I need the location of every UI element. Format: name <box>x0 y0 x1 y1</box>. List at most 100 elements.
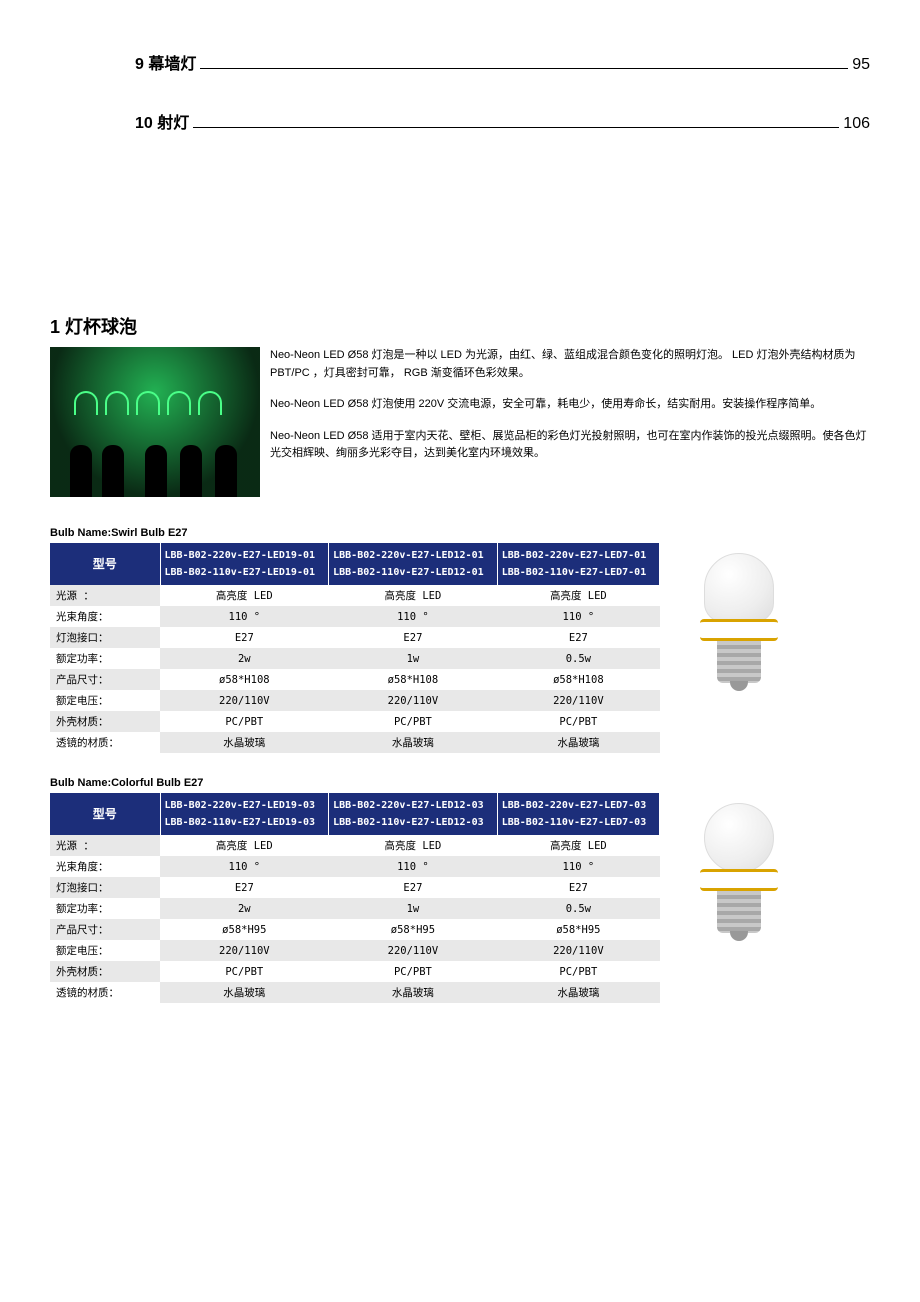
spec-cell: 110 ° <box>329 606 498 627</box>
table-row: 外壳材质：PC/PBTPC/PBTPC/PBT <box>50 711 660 732</box>
row-label: 光源 ： <box>50 835 160 856</box>
toc-leader <box>200 68 848 69</box>
table-row: 光束角度：110 °110 °110 ° <box>50 606 660 627</box>
table-header-model-code: LBB-B02-220v-E27-LED19-01LBB-B02-110v-E2… <box>160 543 329 585</box>
spec-cell: PC/PBT <box>160 711 329 732</box>
spec-cell: ø58*H95 <box>329 919 498 940</box>
table-row: 灯泡接口：E27E27E27 <box>50 627 660 648</box>
table-header-model: 型号 <box>50 543 160 585</box>
spec-cell: E27 <box>160 627 329 648</box>
table-header-model-code: LBB-B02-220v-E27-LED19-03LBB-B02-110v-E2… <box>160 793 329 835</box>
table-row: 透镜的材质：水晶玻璃水晶玻璃水晶玻璃 <box>50 982 660 1003</box>
intro-text: Neo-Neon LED Ø58 灯泡是一种以 LED 为光源，由红、绿、蓝组成… <box>270 347 870 497</box>
spec-cell: E27 <box>497 877 659 898</box>
spec-cell: E27 <box>329 627 498 648</box>
toc-page: 95 <box>852 56 870 74</box>
row-label: 额定电压： <box>50 690 160 711</box>
table-wrap: 型号LBB-B02-220v-E27-LED19-03LBB-B02-110v-… <box>50 793 870 1003</box>
spec-cell: 2w <box>160 648 329 669</box>
spec-cell: PC/PBT <box>497 961 659 982</box>
spec-cell: 220/110V <box>329 940 498 961</box>
table-header-model: 型号 <box>50 793 160 835</box>
spec-cell: 110 ° <box>329 856 498 877</box>
spec-cell: 0.5w <box>497 898 659 919</box>
spec-cell: 220/110V <box>160 940 329 961</box>
intro-paragraph: Neo-Neon LED Ø58 灯泡使用 220V 交流电源，安全可靠，耗电少… <box>270 396 870 414</box>
spec-cell: 水晶玻璃 <box>160 982 329 1003</box>
spec-cell: 0.5w <box>497 648 659 669</box>
row-label: 光源 ： <box>50 585 160 606</box>
spec-cell: ø58*H108 <box>329 669 498 690</box>
row-label: 外壳材质： <box>50 961 160 982</box>
spec-cell: PC/PBT <box>160 961 329 982</box>
spec-table: 型号LBB-B02-220v-E27-LED19-03LBB-B02-110v-… <box>50 793 660 1003</box>
table-row: 额定电压：220/110V220/110V220/110V <box>50 940 660 961</box>
bulb-title: Bulb Name:Swirl Bulb E27 <box>50 527 870 539</box>
table-header-model-code: LBB-B02-220v-E27-LED12-01LBB-B02-110v-E2… <box>329 543 498 585</box>
spec-cell: E27 <box>160 877 329 898</box>
spec-cell: 高亮度 LED <box>160 835 329 856</box>
intro-paragraph: Neo-Neon LED Ø58 适用于室内天花、壁柜、展览品柜的彩色灯光投射照… <box>270 428 870 463</box>
spec-cell: 水晶玻璃 <box>329 732 498 753</box>
spec-cell: 220/110V <box>497 690 659 711</box>
bulb-title: Bulb Name:Colorful Bulb E27 <box>50 777 870 789</box>
spec-cell: ø58*H95 <box>497 919 659 940</box>
spec-cell: 水晶玻璃 <box>329 982 498 1003</box>
toc-leader <box>193 127 839 128</box>
bulb-illustration <box>674 793 804 963</box>
table-row: 光源 ：高亮度 LED高亮度 LED高亮度 LED <box>50 835 660 856</box>
table-header-model-code: LBB-B02-220v-E27-LED12-03LBB-B02-110v-E2… <box>329 793 498 835</box>
spec-cell: 高亮度 LED <box>497 835 659 856</box>
spec-cell: ø58*H95 <box>160 919 329 940</box>
intro-paragraph: Neo-Neon LED Ø58 灯泡是一种以 LED 为光源，由红、绿、蓝组成… <box>270 347 870 382</box>
table-row: 产品尺寸：ø58*H95ø58*H95ø58*H95 <box>50 919 660 940</box>
row-label: 额定功率： <box>50 648 160 669</box>
row-label: 产品尺寸： <box>50 919 160 940</box>
row-label: 灯泡接口： <box>50 877 160 898</box>
spec-cell: 高亮度 LED <box>497 585 659 606</box>
toc-item-9: 9 幕墙灯 95 <box>135 50 870 74</box>
table-wrap: 型号LBB-B02-220v-E27-LED19-01LBB-B02-110v-… <box>50 543 870 753</box>
spec-cell: 220/110V <box>329 690 498 711</box>
toc-label: 10 射灯 <box>135 109 189 133</box>
row-label: 外壳材质： <box>50 711 160 732</box>
spec-cell: 水晶玻璃 <box>160 732 329 753</box>
spec-cell: PC/PBT <box>329 711 498 732</box>
table-header-model-code: LBB-B02-220v-E27-LED7-01LBB-B02-110v-E27… <box>497 543 659 585</box>
row-label: 额定电压： <box>50 940 160 961</box>
table-row: 外壳材质：PC/PBTPC/PBTPC/PBT <box>50 961 660 982</box>
spec-cell: PC/PBT <box>497 711 659 732</box>
table-row: 光源 ：高亮度 LED高亮度 LED高亮度 LED <box>50 585 660 606</box>
toc-item-10: 10 射灯 106 <box>135 109 870 133</box>
spec-cell: 高亮度 LED <box>329 585 498 606</box>
spec-cell: 110 ° <box>497 856 659 877</box>
spec-cell: 1w <box>329 898 498 919</box>
row-label: 透镜的材质： <box>50 982 160 1003</box>
tables-container: Bulb Name:Swirl Bulb E27型号LBB-B02-220v-E… <box>50 527 870 1003</box>
intro-block: Neo-Neon LED Ø58 灯泡是一种以 LED 为光源，由红、绿、蓝组成… <box>50 347 870 497</box>
spec-table: 型号LBB-B02-220v-E27-LED19-01LBB-B02-110v-… <box>50 543 660 753</box>
table-row: 额定功率：2w1w0.5w <box>50 898 660 919</box>
table-row: 透镜的材质：水晶玻璃水晶玻璃水晶玻璃 <box>50 732 660 753</box>
toc-label: 9 幕墙灯 <box>135 50 196 74</box>
toc: 9 幕墙灯 95 10 射灯 106 <box>50 50 870 133</box>
spec-cell: 220/110V <box>160 690 329 711</box>
row-label: 光束角度： <box>50 606 160 627</box>
spec-cell: 水晶玻璃 <box>497 982 659 1003</box>
table-row: 产品尺寸：ø58*H108ø58*H108ø58*H108 <box>50 669 660 690</box>
spec-cell: ø58*H108 <box>160 669 329 690</box>
spec-cell: 220/110V <box>497 940 659 961</box>
row-label: 灯泡接口： <box>50 627 160 648</box>
spec-cell: PC/PBT <box>329 961 498 982</box>
row-label: 额定功率： <box>50 898 160 919</box>
row-label: 产品尺寸： <box>50 669 160 690</box>
spec-cell: 高亮度 LED <box>329 835 498 856</box>
spec-cell: 2w <box>160 898 329 919</box>
bulb-illustration <box>674 543 804 713</box>
spec-cell: ø58*H108 <box>497 669 659 690</box>
spec-cell: E27 <box>329 877 498 898</box>
table-header-model-code: LBB-B02-220v-E27-LED7-03LBB-B02-110v-E27… <box>497 793 659 835</box>
spec-cell: 水晶玻璃 <box>497 732 659 753</box>
table-row: 光束角度：110 °110 °110 ° <box>50 856 660 877</box>
table-row: 额定电压：220/110V220/110V220/110V <box>50 690 660 711</box>
